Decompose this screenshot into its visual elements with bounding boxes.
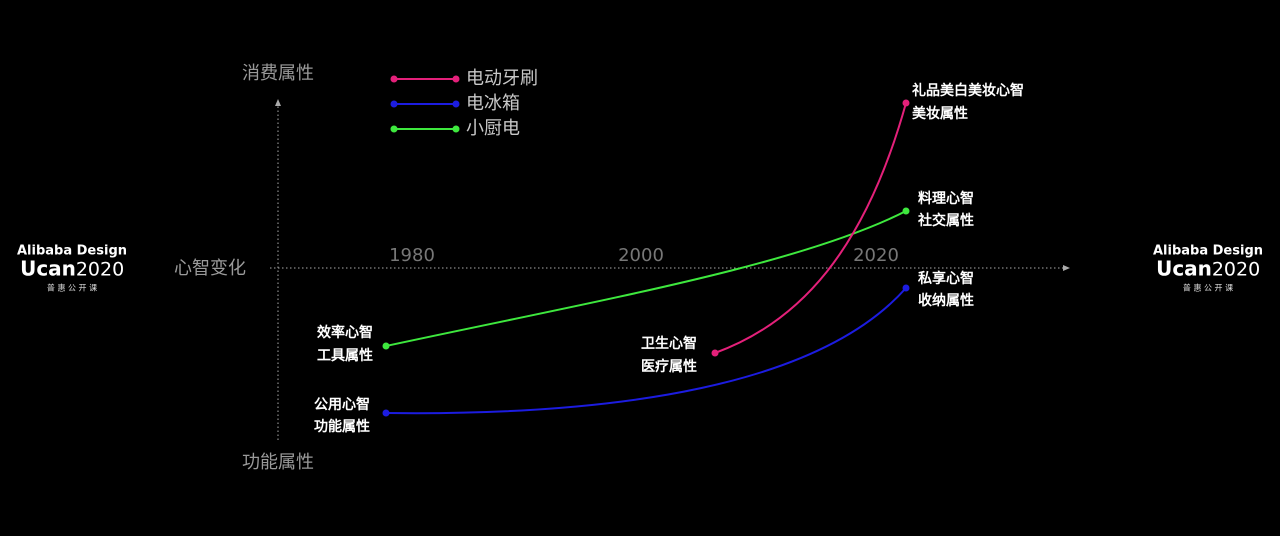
- curve: [385, 210, 907, 347]
- point-label: 功能属性: [314, 418, 370, 435]
- curve: [385, 287, 907, 415]
- curve: [714, 102, 907, 354]
- curve-dot: [902, 99, 910, 107]
- year-label: 2020: [853, 245, 899, 266]
- logo-tagline: 普 惠 公 开 课: [47, 283, 97, 293]
- point-label: 工具属性: [317, 347, 373, 364]
- axis-arrow: [275, 99, 281, 106]
- curve-dot: [382, 409, 390, 417]
- logo-ucan: Ucan: [1156, 257, 1212, 281]
- logo-year: 2020: [1212, 259, 1260, 281]
- legend-dot: [452, 100, 460, 108]
- point-label: 效率心智: [317, 324, 373, 341]
- curve-dot: [902, 207, 910, 215]
- point-label: 料理心智: [918, 190, 974, 207]
- point-label: 社交属性: [917, 212, 974, 229]
- legend: 电动牙刷 电冰箱 小厨电: [390, 68, 538, 139]
- curve-dot: [382, 342, 390, 350]
- axis-arrow: [1063, 265, 1070, 271]
- axis-middle-label: 心智变化: [174, 258, 246, 279]
- logo-ucan: Ucan: [20, 257, 76, 281]
- curve-dot: [711, 349, 719, 357]
- year-label: 2000: [618, 245, 664, 266]
- legend-dot: [452, 75, 460, 83]
- legend-label: 小厨电: [466, 118, 520, 139]
- point-label: 私享心智: [918, 270, 974, 287]
- point-label: 礼品美白美妆心智: [912, 82, 1024, 99]
- logo-year: 2020: [76, 259, 124, 281]
- legend-dot: [452, 125, 460, 133]
- legend-label: 电冰箱: [466, 93, 520, 114]
- logo-brand: Alibaba Design: [17, 244, 127, 259]
- legend-dot: [390, 100, 398, 108]
- point-label: 收纳属性: [918, 292, 974, 309]
- axis-bottom-label: 功能属性: [242, 452, 314, 473]
- point-label: 公用心智: [314, 396, 370, 413]
- curve-dot: [902, 284, 910, 292]
- point-label: 卫生心智: [641, 335, 697, 352]
- logo-brand: Alibaba Design: [1153, 244, 1263, 259]
- legend-dot: [390, 75, 398, 83]
- axis-top-label: 消费属性: [242, 63, 314, 84]
- point-label: 医疗属性: [641, 358, 697, 375]
- year-label: 1980: [389, 245, 435, 266]
- logo-tagline: 普 惠 公 开 课: [1183, 283, 1233, 293]
- point-label: 美妆属性: [912, 105, 968, 122]
- legend-dot: [390, 125, 398, 133]
- legend-label: 电动牙刷: [466, 68, 538, 89]
